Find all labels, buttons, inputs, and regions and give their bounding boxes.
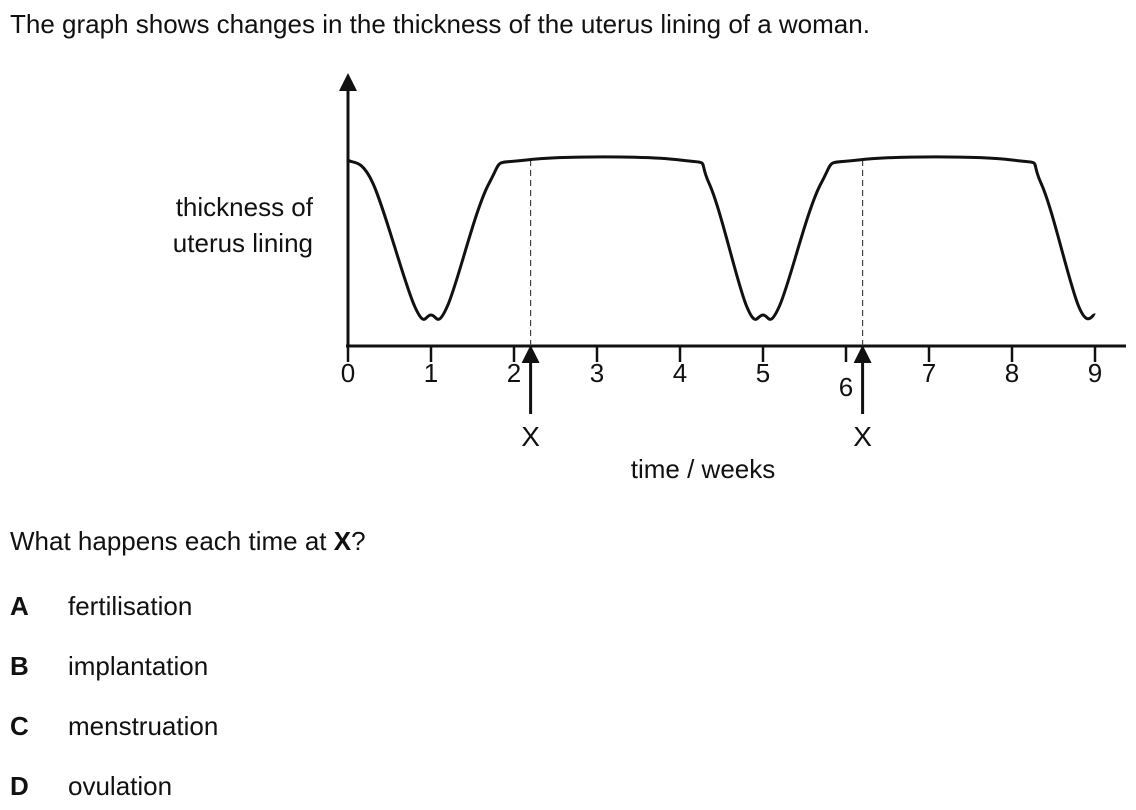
x-tick-label: 8 [1005,358,1019,388]
option-text: menstruation [68,711,219,741]
chart-x-guides [529,160,864,346]
option-text: implantation [68,651,209,681]
x-axis-label: time / weeks [631,454,776,484]
x-marker-label: X [521,421,540,452]
y-axis-label-line: uterus lining [173,228,313,258]
chart-x-ticks: 0 1 2 3 4 5 6 7 8 9 [341,346,1102,402]
option-letter: A [10,591,29,621]
option-letter: D [10,771,29,801]
question-text: What happens each time at [10,526,334,556]
question: What happens each time at X? [10,523,366,559]
chart-labels: thickness of uterus lining time / weeks [173,192,775,484]
y-axis-label-line: thickness of [176,192,314,222]
x-tick-label: 5 [756,358,770,388]
thickness-curve [346,155,1096,321]
x-marker-label: X [853,421,872,452]
intro-text: The graph shows changes in the thickness… [10,9,870,39]
x-tick-label: 9 [1088,358,1102,388]
question-end: ? [351,526,366,556]
x-tick-label: 4 [673,358,687,388]
x-tick-label: 6 [839,372,853,402]
x-tick-label: 7 [922,358,936,388]
x-tick-label: 0 [341,358,355,388]
option-text: ovulation [68,771,173,801]
x-tick-label: 1 [424,358,438,388]
question-bold: X [333,526,352,556]
option-text: fertilisation [68,591,193,621]
x-tick-label: 3 [590,358,604,388]
chart-axes [339,73,1126,348]
option-letter: B [10,651,29,681]
option-letter: C [10,711,29,741]
chart-series [346,155,1096,321]
x-tick-label: 2 [507,358,521,388]
